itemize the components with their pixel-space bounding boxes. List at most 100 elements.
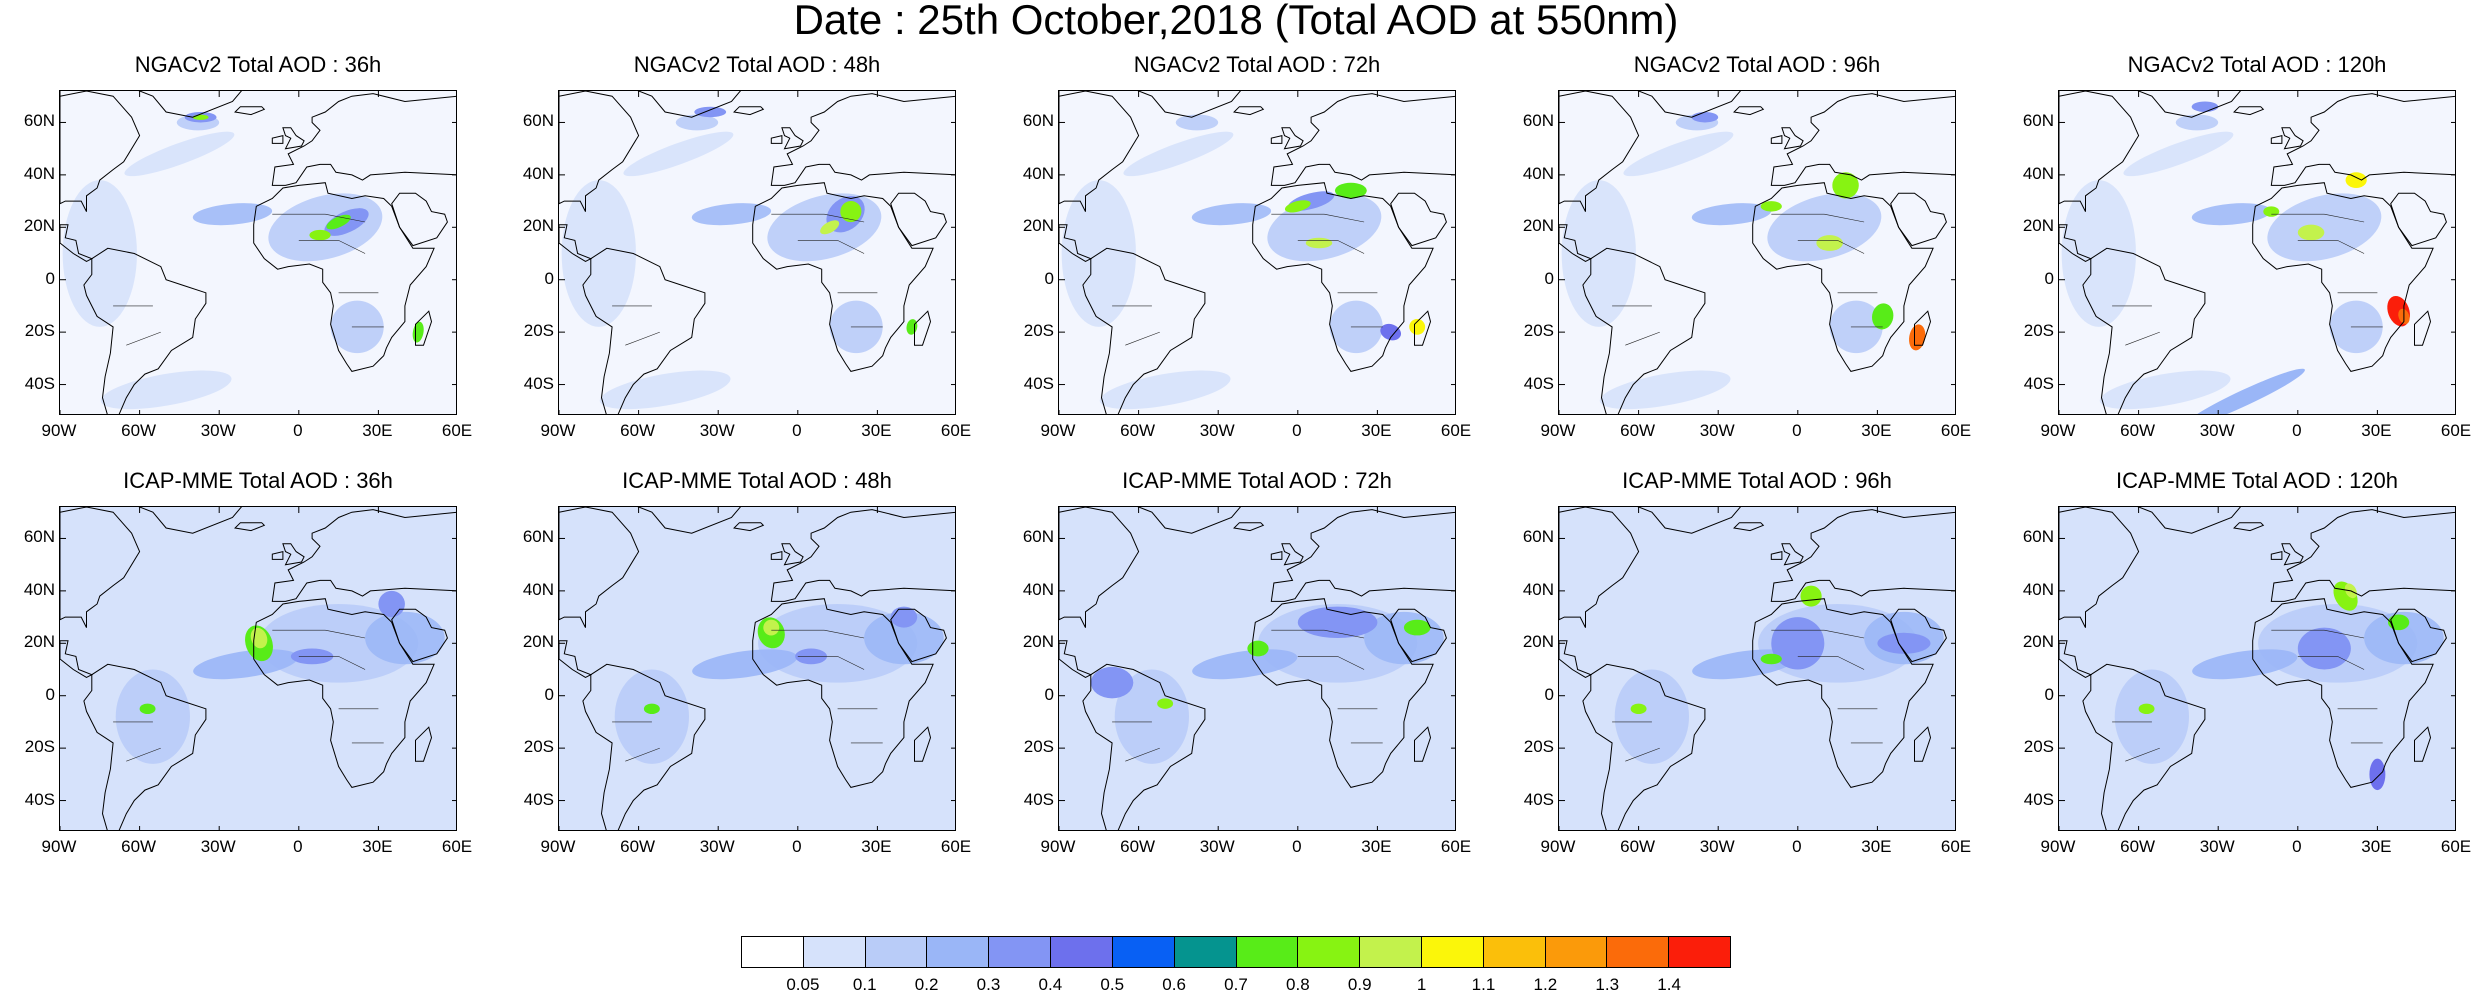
panel-title: NGACv2 Total AOD : 120h <box>2127 52 2387 77</box>
panel-title: ICAP-MME Total AOD : 96h <box>1622 468 1892 493</box>
map-canvas <box>60 507 456 830</box>
coastline-centralAm <box>2059 640 2093 678</box>
aod-plume <box>2059 755 2378 819</box>
country-border <box>2125 331 2160 346</box>
lat-label: 0 <box>2044 268 2054 288</box>
coastline-europe <box>1270 93 1455 186</box>
aod-map <box>558 90 956 415</box>
map-panel: ICAP-MME Total AOD : 96h <box>1558 468 1956 831</box>
coastline-europe <box>1770 509 1955 602</box>
lon-label: 30E <box>1861 837 1892 856</box>
lat-label: 20S <box>1023 321 1054 341</box>
coastline-greenland <box>138 507 242 534</box>
aod-hotspot <box>2297 627 2351 670</box>
colorbar-tick-label: 0.3 <box>976 975 1001 994</box>
coastline-madagascar <box>1414 310 1432 346</box>
aod-map <box>558 506 956 831</box>
country-border <box>2297 656 2365 670</box>
colorbar-tick-label: 1.3 <box>1595 975 1620 994</box>
coastline-ireland <box>1770 550 1783 560</box>
country-border <box>1771 213 1865 223</box>
aod-hotspot <box>1334 182 1367 199</box>
lon-label: 60E <box>2440 421 2472 440</box>
coastline-madagascar <box>415 310 433 346</box>
country-border <box>272 213 366 223</box>
lon-label: 30E <box>362 421 393 440</box>
coastline-arabia <box>890 192 947 247</box>
coastline-centralAm <box>1059 640 1093 678</box>
lon-label: 30W <box>1699 837 1735 856</box>
lat-label: 20S <box>2023 737 2054 757</box>
lat-label: 60N <box>1022 527 1054 547</box>
lon-label: 60E <box>441 421 473 440</box>
coastline-arabia <box>1890 192 1947 247</box>
aod-hotspot <box>763 619 780 636</box>
aod-plume <box>1114 669 1190 764</box>
aod-hotspot <box>2138 703 2155 715</box>
map-canvas <box>2059 507 2455 830</box>
coastline-centralAm <box>559 224 593 262</box>
coastline-britain <box>781 127 804 150</box>
aod-plume <box>1614 669 1690 764</box>
aod-hotspot <box>1691 111 1719 123</box>
colorbar-swatch <box>1298 937 1361 967</box>
coastline-europe <box>770 509 955 602</box>
lat-label: 40S <box>2023 373 2054 393</box>
aod-hotspot <box>1157 698 1174 709</box>
coastline-northAmerica <box>1559 91 1640 212</box>
lat-label: 20N <box>23 216 55 236</box>
lon-label: 60W <box>2120 837 2156 856</box>
lat-label: 40S <box>523 373 554 393</box>
country-border <box>1297 656 1365 670</box>
lat-label: 20N <box>2022 632 2054 652</box>
lat-label: 40S <box>2023 789 2054 809</box>
coastline-madagascar <box>1914 310 1932 346</box>
coastline-africa <box>2252 182 2434 372</box>
lon-label: 30E <box>1361 421 1392 440</box>
aod-hotspot <box>1816 235 1843 251</box>
lon-label: 90W <box>540 421 576 440</box>
aod-hotspot <box>1247 640 1269 657</box>
lat-label: 40S <box>1523 373 1554 393</box>
lon-label: 0 <box>1292 421 1302 440</box>
coastline-madagascar <box>415 726 433 762</box>
coastline-ireland <box>1270 134 1283 144</box>
lat-label: 20N <box>23 632 55 652</box>
colorbar-swatch <box>742 937 804 967</box>
coastline-northAmerica <box>559 91 640 212</box>
map-canvas <box>1559 507 1955 830</box>
colorbar-tick-label: 1.2 <box>1533 975 1558 994</box>
coastline-africa <box>253 182 435 372</box>
country-border <box>771 629 865 639</box>
coastline-madagascar <box>1414 726 1432 762</box>
country-border <box>2271 629 2365 639</box>
country-border <box>1625 747 1660 762</box>
aod-plume <box>1767 193 1882 262</box>
lat-label: 20S <box>1523 737 1554 757</box>
lat-label: 60N <box>23 527 55 547</box>
coastline-centralAm <box>60 640 94 678</box>
lat-label: 40N <box>1022 163 1054 183</box>
lat-label: 0 <box>2044 684 2054 704</box>
lon-label: 60W <box>1620 837 1656 856</box>
map-panel: NGACv2 Total AOD : 96h <box>1558 52 1956 415</box>
lat-label: 40N <box>1022 579 1054 599</box>
coastline-centralAm <box>2059 224 2093 262</box>
coastline-europe <box>271 509 456 602</box>
lon-label: 30W <box>699 837 735 856</box>
map-canvas <box>2059 91 2455 414</box>
coastline-southAmerica <box>2082 663 2206 830</box>
coastline-madagascar <box>914 310 932 346</box>
aod-plume <box>2175 114 2219 131</box>
map-panel: NGACv2 Total AOD : 120h <box>2058 52 2456 415</box>
coastline-northAmerica <box>60 507 141 628</box>
aod-plume <box>614 669 690 764</box>
lon-label: 0 <box>1792 421 1802 440</box>
coastline-centralAm <box>1559 224 1593 262</box>
lon-label: 30W <box>200 421 236 440</box>
aod-plume <box>2364 611 2444 665</box>
coastline-southAmerica <box>582 247 706 414</box>
coastline-southAmerica <box>83 247 207 414</box>
coastline-europe <box>2270 93 2455 186</box>
panel-title: ICAP-MME Total AOD : 120h <box>2115 468 2399 493</box>
